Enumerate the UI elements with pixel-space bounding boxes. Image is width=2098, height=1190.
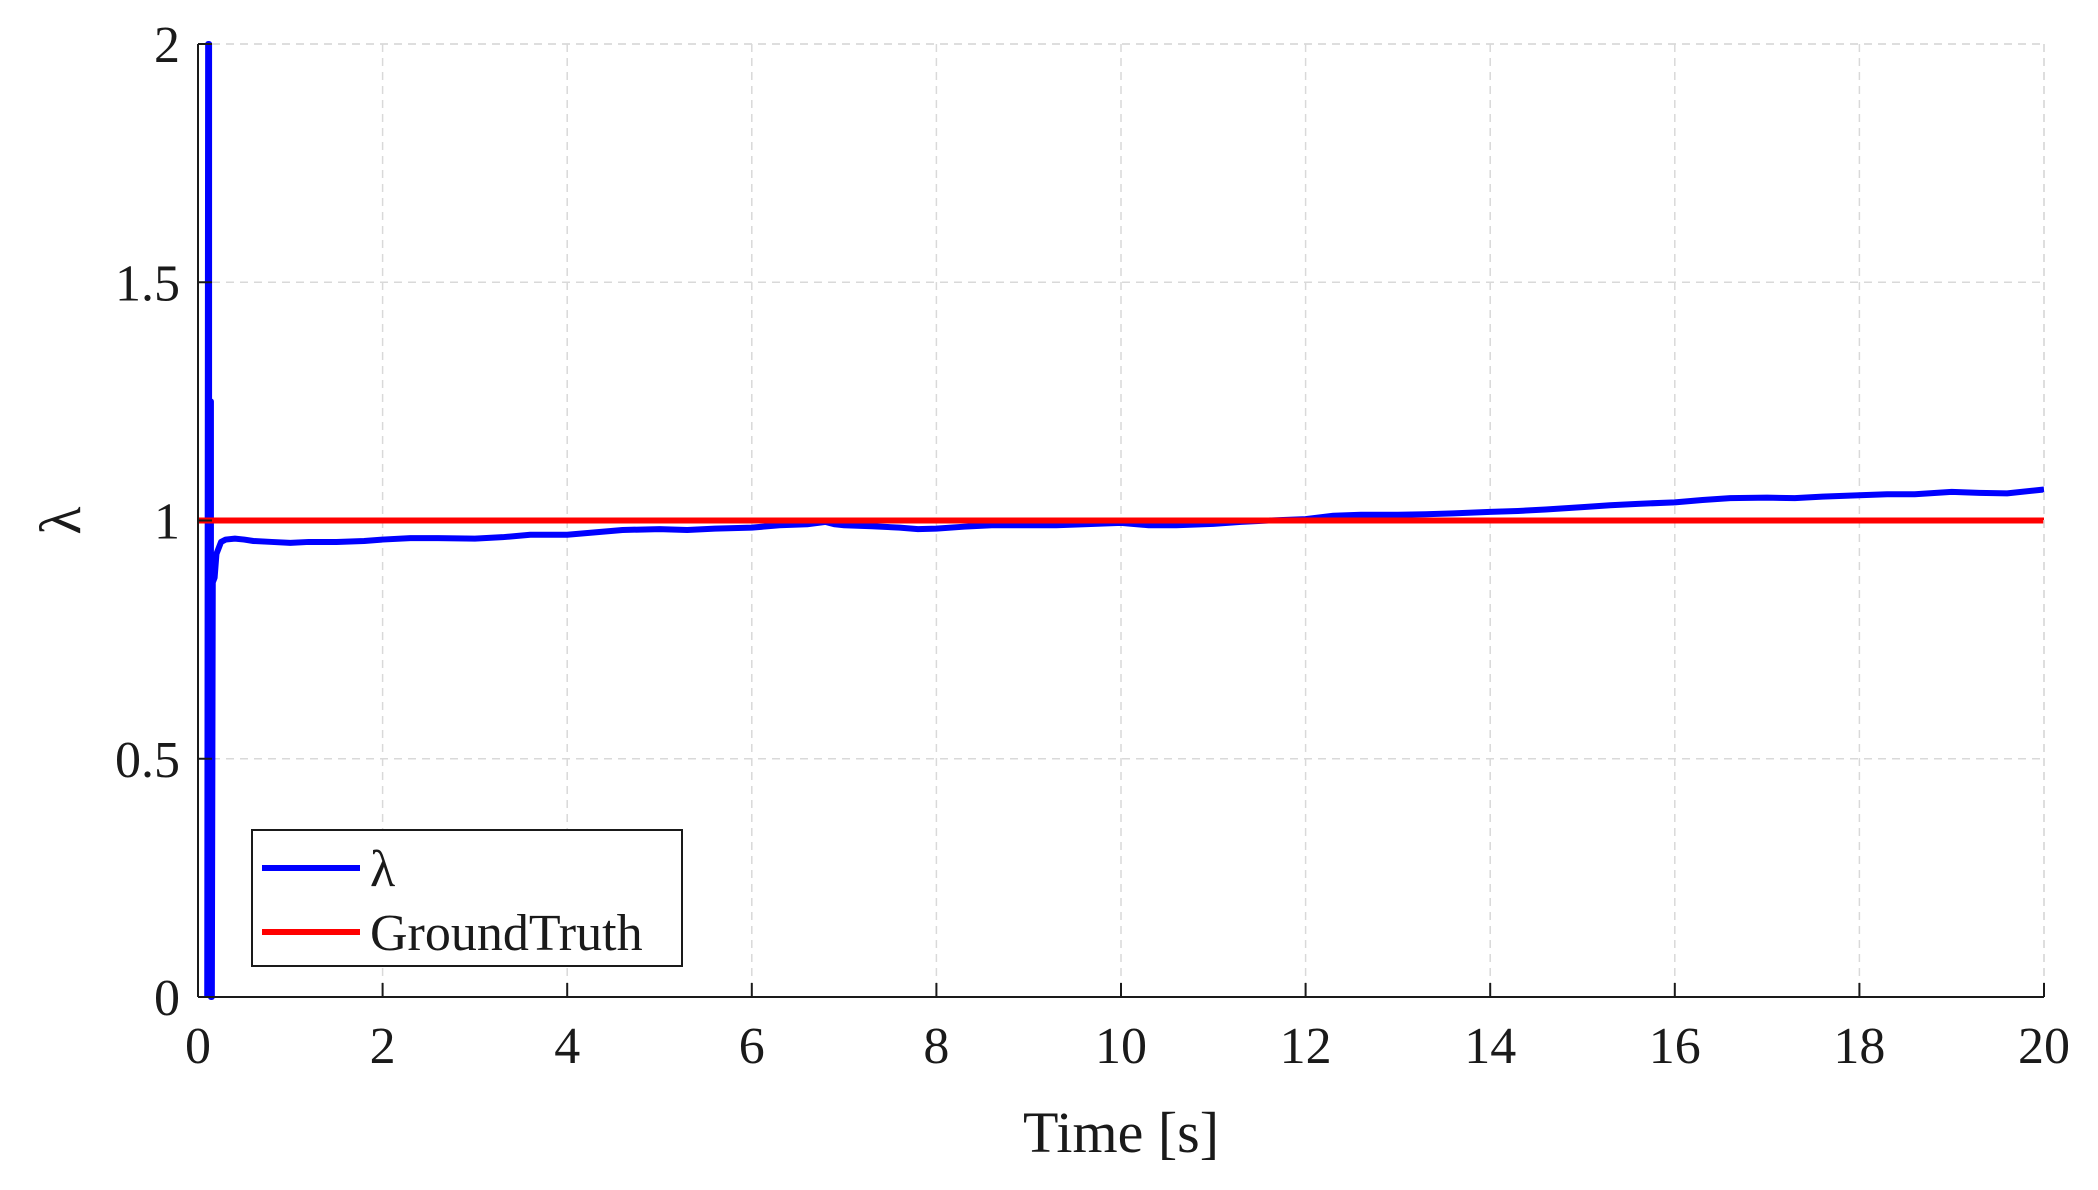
- y-tick-label: 1: [154, 494, 180, 551]
- x-tick-label: 4: [554, 1018, 580, 1075]
- legend-box: [251, 829, 683, 967]
- x-tick-label: 16: [1649, 1018, 1701, 1075]
- legend-label-lambda: λ: [370, 841, 395, 898]
- legend: λ GroundTruth: [251, 829, 683, 967]
- x-tick-label: 10: [1095, 1018, 1147, 1075]
- x-tick-label: 8: [923, 1018, 949, 1075]
- legend-label-groundtruth: GroundTruth: [370, 905, 643, 962]
- tick-labels: 0 2 4 6 8 10 12 14 16 18 20 0 0.5 1 1.5 2: [115, 17, 2070, 1075]
- plot-series: [198, 41, 2045, 1000]
- x-tick-label: 14: [1464, 1018, 1516, 1075]
- y-axis-label: λ: [28, 506, 93, 534]
- x-tick-label: 2: [370, 1018, 396, 1075]
- y-tick-label: 2: [154, 17, 180, 74]
- y-tick-label: 0: [154, 970, 180, 1027]
- series-line-lambda: [204, 41, 2045, 1000]
- x-tick-label: 18: [1833, 1018, 1885, 1075]
- tick-marks: [197, 43, 2045, 998]
- x-tick-label: 0: [185, 1018, 211, 1075]
- x-tick-label: 6: [739, 1018, 765, 1075]
- x-tick-label: 20: [2018, 1018, 2070, 1075]
- x-tick-label: 12: [1280, 1018, 1332, 1075]
- y-tick-label: 1.5: [115, 255, 180, 312]
- x-axis-label: Time [s]: [1023, 1100, 1219, 1165]
- y-tick-label: 0.5: [115, 732, 180, 789]
